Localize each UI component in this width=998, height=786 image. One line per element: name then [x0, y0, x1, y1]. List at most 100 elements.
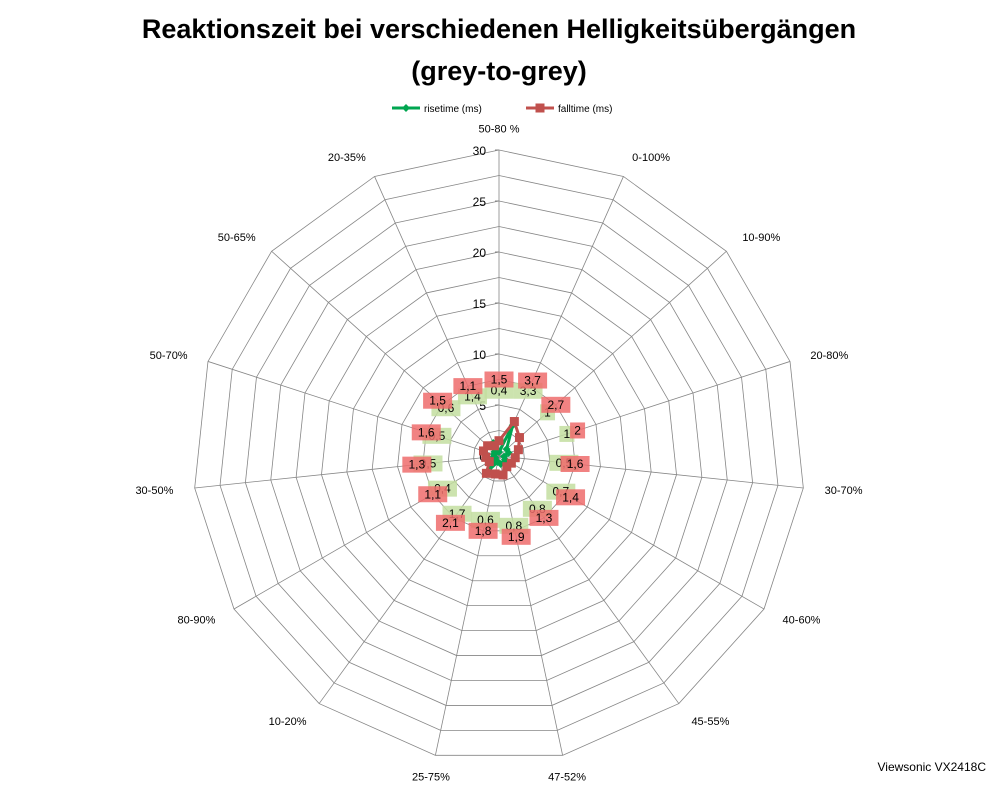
data-label-text: 2,7 [548, 398, 565, 412]
data-label-bg [402, 456, 432, 473]
chart-title-line2: (grey-to-grey) [411, 56, 587, 86]
legend-label: risetime (ms) [424, 104, 482, 115]
category-label: 30-70% [825, 485, 863, 497]
grid-ring [447, 404, 551, 507]
legend: risetime (ms) falltime (ms) [392, 103, 612, 115]
data-label-bg [453, 378, 483, 395]
category-label: 50-80 % [479, 124, 520, 136]
data-label-text: 1,1 [460, 379, 477, 393]
falltime-point [478, 446, 488, 456]
data-label-bg [529, 509, 559, 526]
grid-ring [346, 302, 652, 607]
data-label-bg [411, 424, 441, 441]
data-label-bg [418, 486, 448, 503]
data-label-text: 1,5 [429, 394, 446, 408]
data-label-text: 1,6 [418, 425, 435, 439]
falltime-data-label: 3,7 [518, 372, 548, 389]
chart-title: Reaktionszeit bei verschiedenen Helligke… [0, 8, 998, 92]
grid-ring [473, 430, 525, 482]
axis-spoke [271, 250, 500, 457]
grid-ring [295, 251, 703, 656]
falltime-data-label: 1,9 [501, 528, 531, 545]
legend-label: falltime (ms) [558, 104, 612, 115]
axis-spoke [498, 455, 804, 489]
falltime-point [502, 462, 512, 472]
legend-item-1: falltime (ms) [526, 103, 612, 115]
monitor-model-label: Viewsonic VX2418C [877, 760, 986, 774]
falltime-data-label: 1,1 [453, 378, 483, 395]
falltime-data-label: 1,3 [402, 456, 432, 473]
falltime-point [506, 458, 516, 468]
falltime-data-label: 1,1 [418, 486, 448, 503]
falltime-point [489, 441, 499, 451]
category-label: 20-35% [328, 152, 366, 164]
category-label: 10-20% [269, 716, 307, 728]
falltime-data-label: 2,1 [435, 514, 465, 531]
axis-spoke [498, 250, 727, 457]
axis-spoke [194, 455, 500, 489]
falltime-data-label: 1,5 [423, 392, 453, 409]
data-label-bg [468, 522, 498, 539]
category-label: 30-50% [135, 485, 173, 497]
falltime-data-label: 1,6 [560, 455, 590, 472]
radar-grid [194, 149, 804, 756]
data-label-bg [501, 528, 531, 545]
falltime-point [513, 445, 523, 455]
falltime-data-label: 1,6 [411, 424, 441, 441]
data-label-bg [423, 392, 453, 409]
data-label-bg [435, 514, 465, 531]
grid-ring [219, 175, 779, 731]
grid-ring [244, 200, 754, 706]
radial-tick-label: 25 [473, 195, 487, 209]
falltime-point [509, 417, 519, 427]
falltime-point [510, 453, 520, 463]
grid-ring [270, 226, 728, 681]
category-label: 0-100% [632, 152, 670, 164]
data-label-bg [541, 396, 571, 413]
category-labels: 50-80 % 0-100% 10-90% 20-80% 30-70% 40-60% 45-… [135, 124, 862, 784]
axis-spoke [374, 176, 500, 457]
data-label-text: 1,6 [567, 457, 584, 471]
falltime-data-label: 2 [570, 422, 586, 439]
falltime-point [490, 469, 500, 479]
falltime-data-label: 1,8 [468, 522, 498, 539]
category-label: 45-55% [691, 716, 729, 728]
data-label-bg [556, 489, 586, 506]
radial-tick-label: 15 [473, 297, 487, 311]
grid-ring [194, 149, 804, 756]
radial-tick-label: 20 [473, 246, 487, 260]
category-label: 25-75% [412, 771, 450, 783]
data-label-text: 1,3 [408, 458, 425, 472]
axis-spoke [318, 455, 500, 704]
falltime-data-label: 2,7 [541, 396, 571, 413]
data-label-bg [484, 371, 514, 388]
chart-title-line1: Reaktionszeit bei verschiedenen Helligke… [141, 14, 857, 44]
axis-spoke [434, 455, 500, 756]
legend-item-0: risetime (ms) [392, 104, 482, 115]
grid-ring [371, 328, 627, 582]
axis-spoke [498, 176, 624, 457]
legend-marker [402, 104, 410, 112]
radial-tick-label: 5 [479, 399, 486, 413]
category-label: 80-90% [178, 615, 216, 627]
falltime-point [483, 441, 493, 451]
falltime-point [498, 470, 508, 480]
axis-spoke [498, 455, 765, 610]
data-label-text: 1,3 [536, 511, 553, 525]
grid-ring [422, 379, 576, 532]
data-label-text: 2,1 [442, 516, 459, 530]
axis-spoke [233, 455, 500, 610]
category-label: 50-65% [218, 232, 256, 244]
falltime-point [514, 433, 524, 443]
falltime-data-label: 1,4 [556, 489, 586, 506]
category-label: 40-60% [783, 615, 821, 627]
risetime-point [504, 448, 513, 457]
falltime-data-label: 1,3 [529, 509, 559, 526]
data-label-bg [570, 422, 586, 439]
data-label-bg [518, 372, 548, 389]
data-label-text: 1,8 [475, 524, 492, 538]
category-label: 47-52% [548, 771, 586, 783]
radial-tick-label: 10 [473, 348, 487, 362]
falltime-point [481, 468, 491, 478]
